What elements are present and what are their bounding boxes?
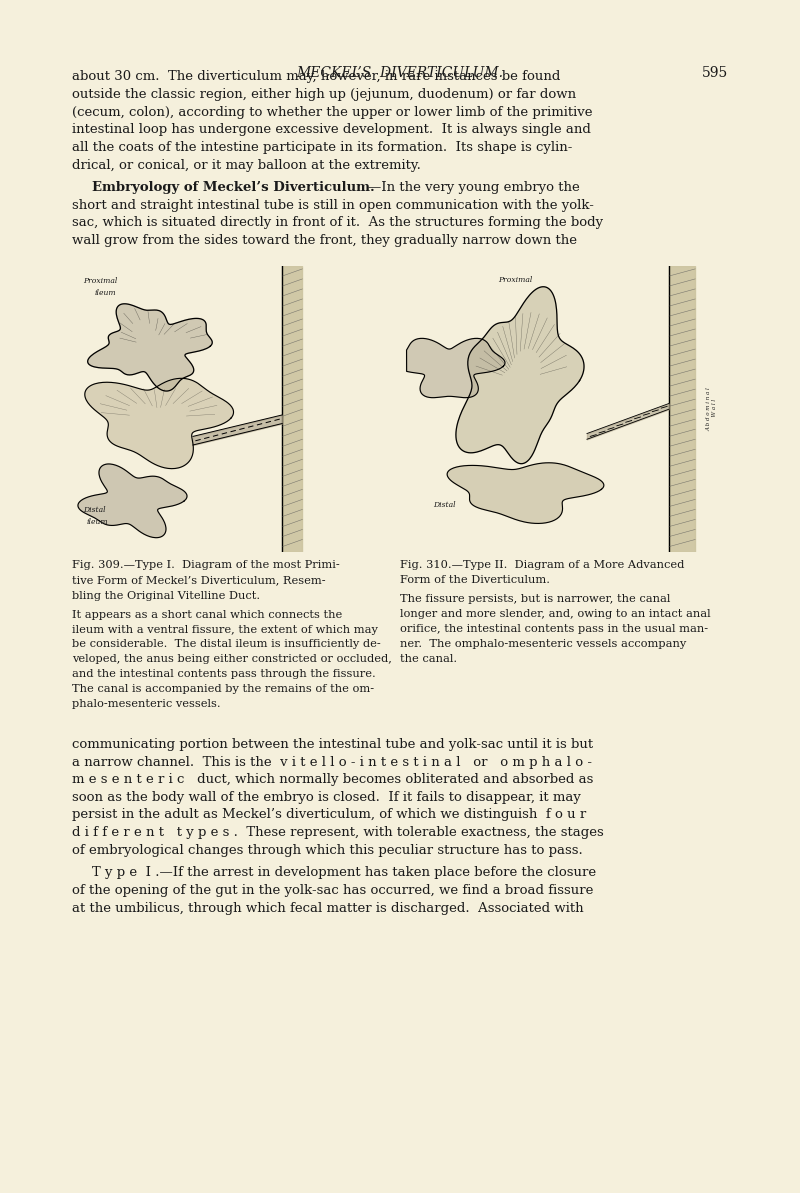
Text: of embryological changes through which this peculiar structure has to pass.: of embryological changes through which t…: [72, 843, 582, 857]
Text: short and straight intestinal tube is still in open communication with the yolk-: short and straight intestinal tube is st…: [72, 199, 594, 211]
Text: m e s e n t e r i c   duct, which normally becomes obliterated and absorbed as: m e s e n t e r i c duct, which normally…: [72, 773, 594, 786]
Polygon shape: [669, 266, 695, 552]
Text: ner.  The omphalo-mesenteric vessels accompany: ner. The omphalo-mesenteric vessels acco…: [400, 639, 686, 649]
Text: MECKEL’S  DIVERTICULUM.: MECKEL’S DIVERTICULUM.: [297, 66, 503, 80]
Text: ileum: ileum: [95, 289, 117, 297]
Text: Proximal: Proximal: [83, 277, 118, 285]
Text: A b d o m i n a l
  W a l l: A b d o m i n a l W a l l: [706, 388, 717, 431]
Text: (cecum, colon), according to whether the upper or lower limb of the primitive: (cecum, colon), according to whether the…: [72, 106, 593, 118]
Text: orifice, the intestinal contents pass in the usual man-: orifice, the intestinal contents pass in…: [400, 624, 708, 633]
Text: Form of the Diverticulum.: Form of the Diverticulum.: [400, 575, 550, 585]
Text: Fig. 310.—Type II.  Diagram of a More Advanced: Fig. 310.—Type II. Diagram of a More Adv…: [400, 560, 684, 569]
Text: Proximal: Proximal: [498, 276, 533, 284]
Polygon shape: [78, 464, 187, 538]
Text: sac, which is situated directly in front of it.  As the structures forming the b: sac, which is situated directly in front…: [72, 216, 603, 229]
Text: T y p e  I .—If the arrest in development has taken place before the closure: T y p e I .—If the arrest in development…: [92, 866, 596, 879]
Text: The canal is accompanied by the remains of the om-: The canal is accompanied by the remains …: [72, 685, 374, 694]
Polygon shape: [447, 463, 604, 524]
Text: intestinal loop has undergone excessive development.  It is always single and: intestinal loop has undergone excessive …: [72, 123, 591, 136]
Polygon shape: [85, 378, 234, 469]
Text: drical, or conical, or it may balloon at the extremity.: drical, or conical, or it may balloon at…: [72, 159, 421, 172]
Text: a narrow channel.  This is the  v i t e l l o - i n t e s t i n a l   or   o m p: a narrow channel. This is the v i t e l …: [72, 755, 592, 768]
Text: all the coats of the intestine participate in its formation.  Its shape is cylin: all the coats of the intestine participa…: [72, 141, 572, 154]
Text: bling the Original Vitelline Duct.: bling the Original Vitelline Duct.: [72, 591, 260, 600]
Text: persist in the adult as Meckel’s diverticulum, of which we distinguish  f o u r: persist in the adult as Meckel’s diverti…: [72, 809, 586, 822]
Text: be considerable.  The distal ileum is insufficiently de-: be considerable. The distal ileum is ins…: [72, 639, 381, 649]
Polygon shape: [88, 304, 212, 391]
Polygon shape: [456, 286, 584, 464]
Text: —In the very young embryo the: —In the very young embryo the: [368, 181, 580, 194]
Text: d i f f e r e n t   t y p e s .  These represent, with tolerable exactness, the : d i f f e r e n t t y p e s . These repr…: [72, 827, 604, 839]
Polygon shape: [282, 266, 302, 552]
Text: ileum: ileum: [86, 518, 108, 526]
Text: at the umbilicus, through which fecal matter is discharged.  Associated with: at the umbilicus, through which fecal ma…: [72, 902, 584, 915]
Text: Fig. 309.—Type I.  Diagram of the most Primi-: Fig. 309.—Type I. Diagram of the most Pr…: [72, 560, 340, 569]
Text: veloped, the anus being either constricted or occluded,: veloped, the anus being either constrict…: [72, 655, 392, 665]
Text: It appears as a short canal which connects the: It appears as a short canal which connec…: [72, 610, 342, 619]
Text: outside the classic region, either high up (jejunum, duodenum) or far down: outside the classic region, either high …: [72, 88, 576, 101]
Polygon shape: [406, 339, 505, 397]
Text: soon as the body wall of the embryo is closed.  If it fails to disappear, it may: soon as the body wall of the embryo is c…: [72, 791, 581, 804]
Text: ileum with a ventral fissure, the extent of which may: ileum with a ventral fissure, the extent…: [72, 625, 378, 635]
Text: tive Form of Meckel’s Diverticulum, Resem-: tive Form of Meckel’s Diverticulum, Rese…: [72, 575, 326, 585]
Text: Distal: Distal: [83, 506, 106, 514]
Text: The fissure persists, but is narrower, the canal: The fissure persists, but is narrower, t…: [400, 594, 670, 604]
Text: of the opening of the gut in the yolk-sac has occurred, we find a broad fissure: of the opening of the gut in the yolk-sa…: [72, 884, 594, 897]
Text: phalo-mesenteric vessels.: phalo-mesenteric vessels.: [72, 699, 221, 709]
Text: the canal.: the canal.: [400, 654, 457, 663]
Text: wall grow from the sides toward the front, they gradually narrow down the: wall grow from the sides toward the fron…: [72, 234, 577, 247]
Text: about 30 cm.  The diverticulum may, however, in rare instances be found: about 30 cm. The diverticulum may, howev…: [72, 70, 560, 84]
Text: 595: 595: [702, 66, 728, 80]
Text: and the intestinal contents pass through the fissure.: and the intestinal contents pass through…: [72, 669, 376, 679]
Text: Distal: Distal: [433, 501, 455, 508]
Text: longer and more slender, and, owing to an intact anal: longer and more slender, and, owing to a…: [400, 610, 710, 619]
Text: Embryology of Meckel’s Diverticulum.: Embryology of Meckel’s Diverticulum.: [92, 181, 374, 194]
Text: communicating portion between the intestinal tube and yolk-sac until it is but: communicating portion between the intest…: [72, 738, 593, 750]
